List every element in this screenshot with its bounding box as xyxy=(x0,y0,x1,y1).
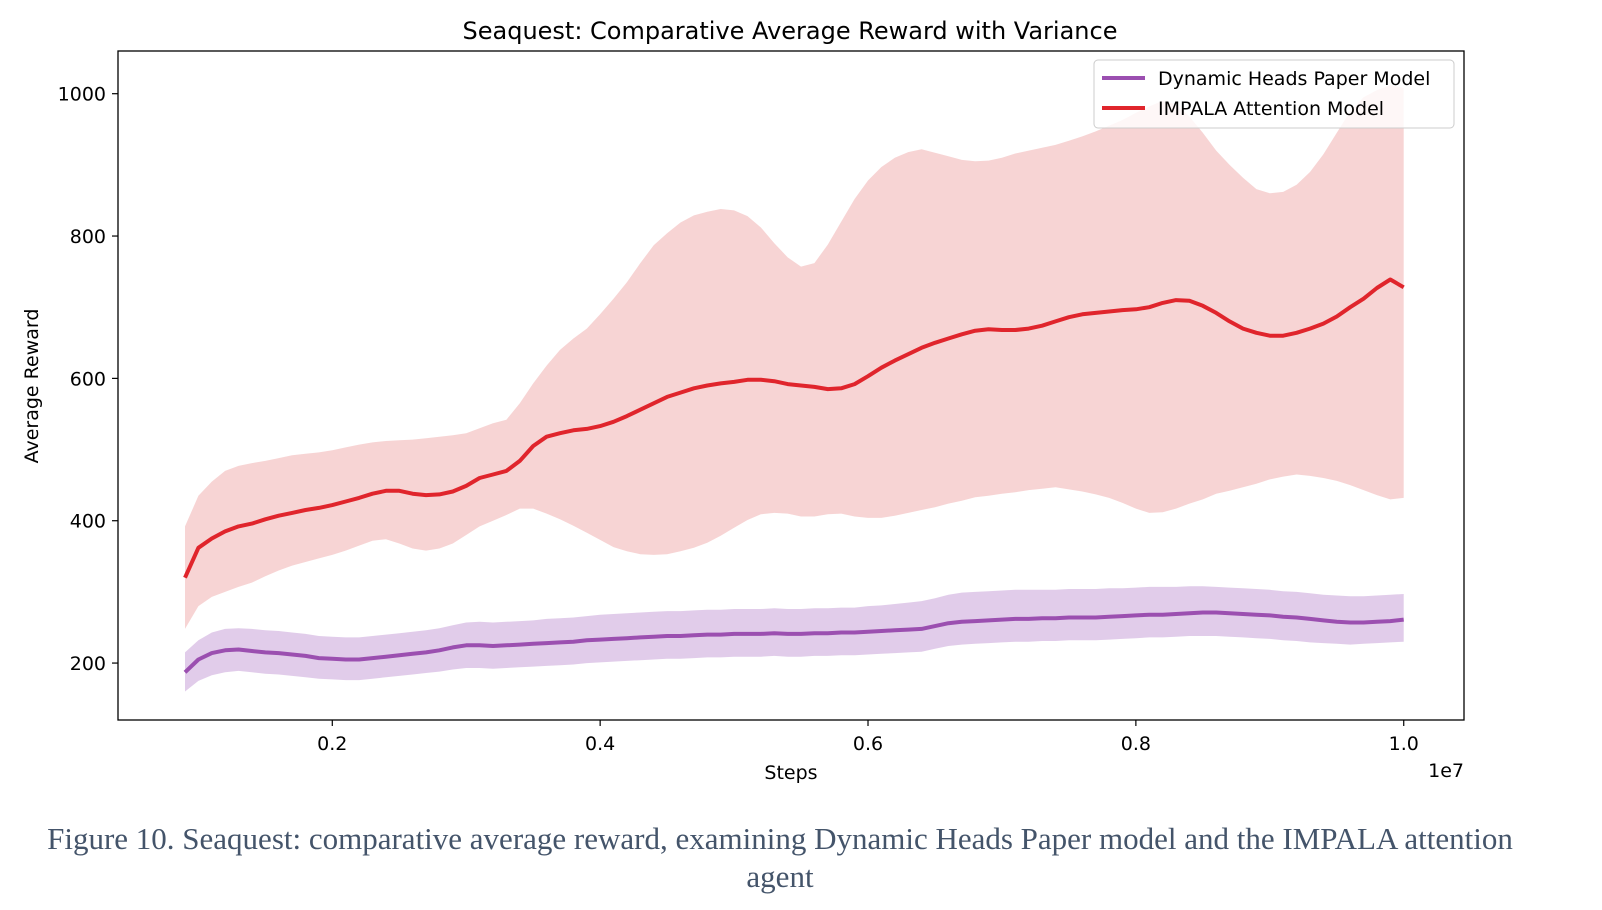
legend-label-impala: IMPALA Attention Model xyxy=(1158,98,1384,120)
plot-frame xyxy=(117,50,1465,721)
y-tick-label: 800 xyxy=(70,226,106,248)
chart-title: Seaquest: Comparative Average Reward wit… xyxy=(463,17,1118,45)
y-axis-ticks: 200 400 600 800 1000 xyxy=(58,84,118,675)
y-tick-label: 600 xyxy=(70,368,106,390)
y-axis-label: Average Reward xyxy=(21,309,43,464)
x-tick-label: 0.8 xyxy=(1121,733,1151,755)
x-tick-label: 0.2 xyxy=(317,733,347,755)
x-tick-label: 1.0 xyxy=(1389,733,1419,755)
y-tick-label: 200 xyxy=(70,653,106,675)
legend-label-dynamic-heads: Dynamic Heads Paper Model xyxy=(1158,68,1430,90)
x-tick-label: 0.6 xyxy=(853,733,883,755)
x-axis-offset-label: 1e7 xyxy=(1428,760,1464,782)
chart: Seaquest: Comparative Average Reward wit… xyxy=(21,17,1465,784)
legend-box xyxy=(1093,59,1455,129)
y-tick-label: 400 xyxy=(70,511,106,533)
y-tick-label: 1000 xyxy=(58,84,106,106)
variance-band-dynamic-heads-paper-model xyxy=(185,586,1404,692)
series-lines xyxy=(183,277,1405,674)
legend: Dynamic Heads Paper Model IMPALA Attenti… xyxy=(1093,59,1455,129)
x-axis-ticks: 0.2 0.4 0.6 0.8 1.0 xyxy=(317,720,1419,755)
series-line-impala-attention-model xyxy=(183,277,1405,579)
series-line-dynamic-heads-paper-model xyxy=(183,610,1404,674)
variance-band-impala-attention-model xyxy=(185,85,1404,629)
x-tick-label: 0.4 xyxy=(585,733,615,755)
figure-caption: Figure 10. Seaquest: comparative average… xyxy=(47,821,1513,894)
variance-bands xyxy=(185,85,1404,692)
x-axis-label: Steps xyxy=(764,762,817,784)
